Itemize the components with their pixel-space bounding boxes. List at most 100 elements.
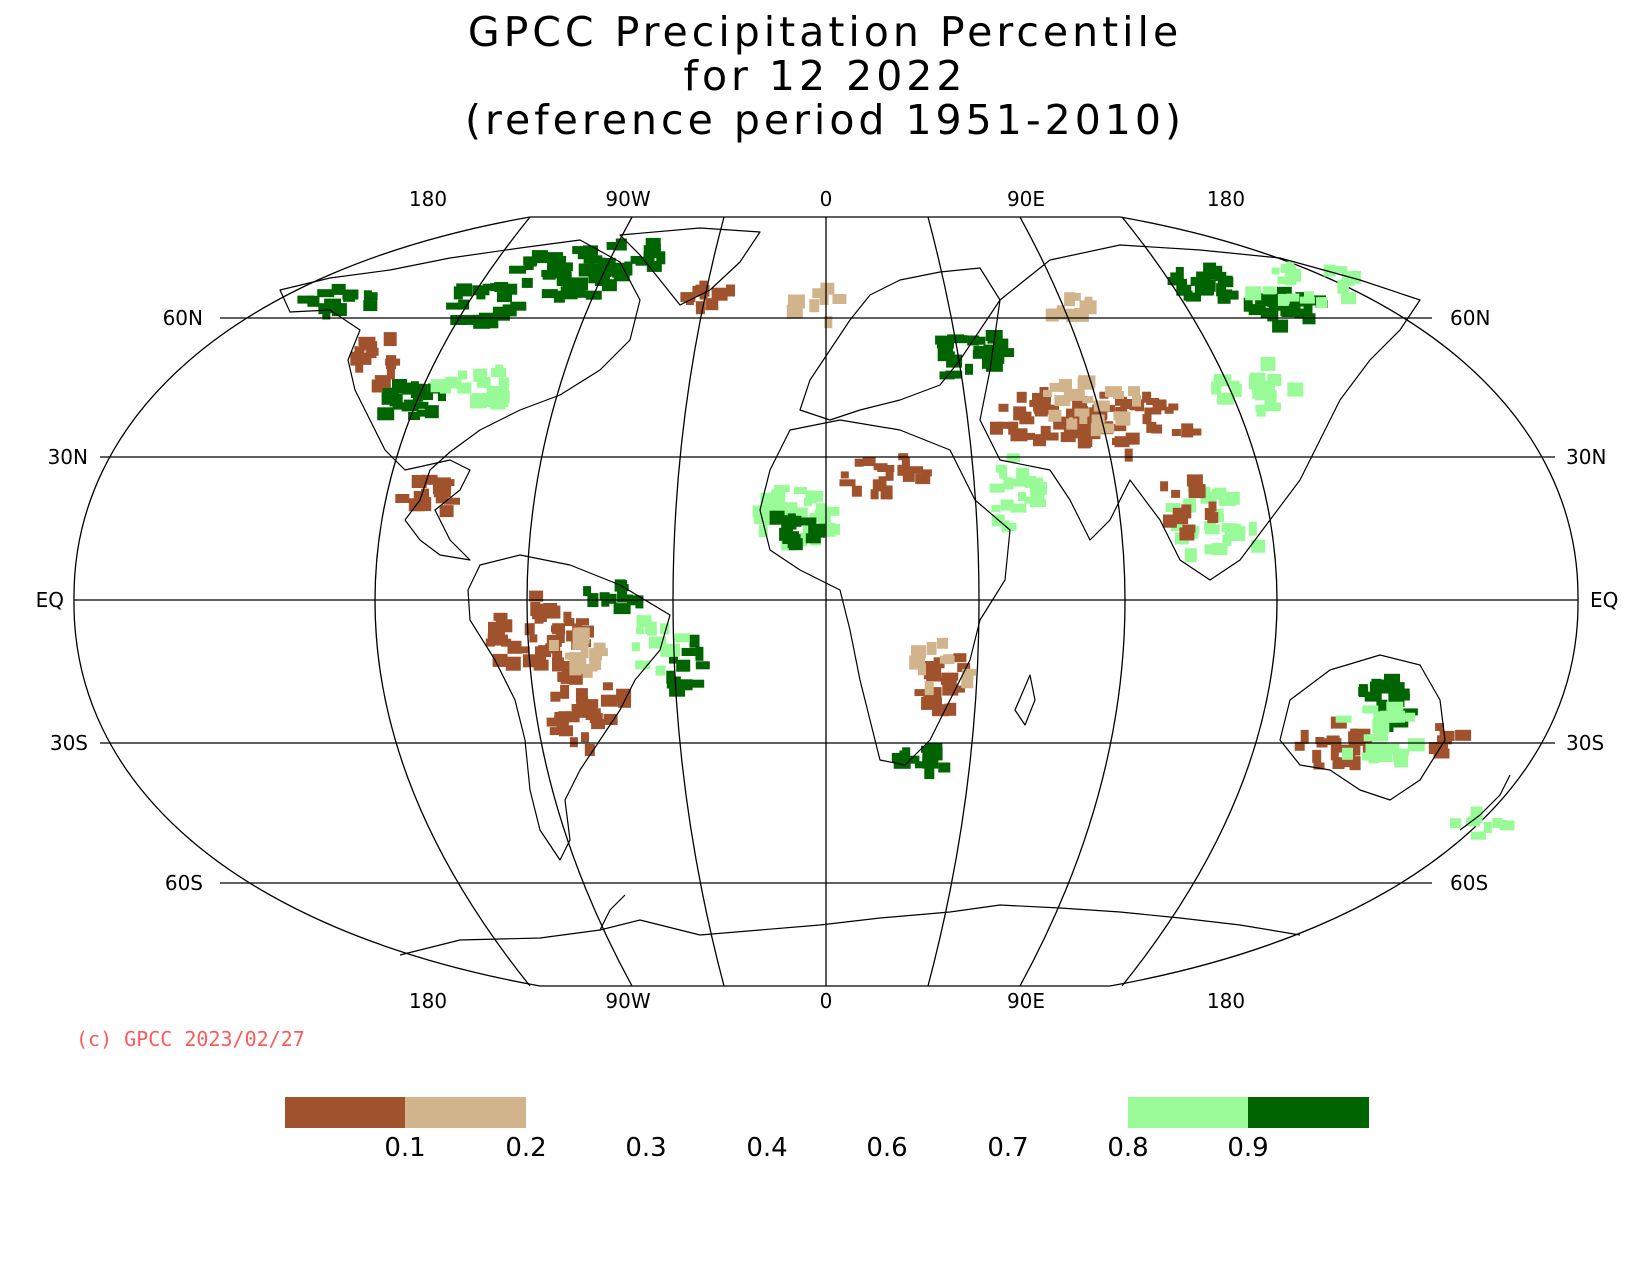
percentile-cell-very-dry — [840, 471, 849, 479]
percentile-cell-wet — [1016, 467, 1030, 479]
percentile-cell-very-dry — [705, 298, 719, 311]
percentile-cell-very-wet — [1170, 272, 1182, 286]
percentile-cell-wet — [655, 665, 666, 676]
percentile-cell-dry — [1073, 307, 1089, 322]
title-line-1: GPCC Precipitation Percentile — [468, 8, 1182, 56]
lat-label-left-eq: EQ — [36, 588, 64, 612]
percentile-cell-very-wet — [588, 273, 599, 284]
percentile-cell-very-wet — [993, 350, 1004, 362]
percentile-cell-wet — [1262, 286, 1276, 295]
percentile-cell-dry — [911, 645, 926, 659]
percentile-cell-dry — [961, 675, 974, 689]
percentile-cell-very-dry — [557, 671, 573, 682]
percentile-cell-very-dry — [1112, 438, 1129, 445]
lon-label-top-90e: 90E — [1007, 187, 1045, 211]
latitude-labels-left: 60N 30N EQ 30S 60S — [36, 306, 203, 895]
percentile-cell-dry — [1056, 305, 1065, 313]
percentile-cell-wet — [635, 660, 651, 670]
lon-label-bottom-90w: 90W — [605, 989, 650, 1013]
percentile-cell-very-dry — [940, 676, 950, 685]
percentile-cell-wet — [989, 483, 1005, 493]
percentile-cell-very-wet — [783, 515, 797, 528]
percentile-cell-very-wet — [325, 303, 343, 314]
percentile-cell-very-dry — [1181, 504, 1192, 519]
percentile-cell-wet — [1256, 404, 1266, 417]
percentile-cell-very-dry — [564, 618, 575, 627]
legend: 0.1 0.2 0.3 0.4 0.6 0.7 0.8 0.9 — [285, 1097, 1369, 1163]
percentile-cell-dry — [1079, 415, 1088, 424]
percentile-cell-very-dry — [550, 691, 561, 702]
percentile-cell-very-wet — [791, 515, 802, 527]
percentile-cell-wet — [1010, 503, 1027, 513]
percentile-cell-very-wet — [521, 277, 533, 288]
percentile-cell-very-wet — [1196, 271, 1211, 286]
percentile-cell-wet — [485, 395, 494, 407]
percentile-cell-very-dry — [498, 634, 508, 643]
percentile-cell-wet — [1407, 738, 1425, 752]
percentile-cell-very-dry — [1186, 428, 1202, 436]
percentile-cell-wet — [1372, 719, 1390, 733]
percentile-cell-wet — [1248, 521, 1257, 536]
percentile-cell-wet — [457, 382, 472, 394]
percentile-cell-very-dry — [1300, 729, 1309, 744]
percentile-cell-wet — [1012, 478, 1028, 487]
percentile-cell-very-dry — [1208, 501, 1217, 512]
lat-label-right-eq: EQ — [1590, 588, 1618, 612]
percentile-cell-very-dry — [1060, 432, 1076, 443]
percentile-cell-very-dry — [1040, 425, 1051, 437]
percentile-cell-very-dry — [1105, 404, 1115, 412]
percentile-cell-wet — [1265, 403, 1281, 412]
percentile-cell-very-wet — [331, 283, 346, 295]
percentile-cell-very-wet — [965, 363, 973, 375]
percentile-cell-very-dry — [870, 489, 879, 500]
percentile-cell-dry — [580, 664, 598, 672]
percentile-cell-wet — [1362, 705, 1379, 714]
percentile-cell-very-dry — [711, 287, 728, 301]
percentile-cell-very-dry — [926, 667, 942, 682]
percentile-cell-wet — [476, 376, 491, 388]
percentile-cell-very-dry — [549, 635, 560, 643]
percentile-cell-wet — [822, 506, 840, 516]
percentile-cell-wet — [430, 379, 446, 393]
legend-tick-0-8: 0.8 — [1107, 1133, 1148, 1163]
percentile-cell-dry — [1104, 386, 1122, 398]
percentile-cell-very-dry — [371, 379, 383, 393]
percentile-cell-dry — [1082, 396, 1094, 404]
percentile-cell-very-dry — [909, 466, 924, 474]
percentile-cell-very-wet — [681, 648, 698, 656]
percentile-cell-wet — [823, 523, 841, 535]
percentile-cell-very-dry — [411, 475, 427, 488]
percentile-cell-very-dry — [385, 358, 401, 366]
percentile-cell-wet — [1287, 382, 1304, 397]
percentile-cell-very-dry — [514, 646, 530, 654]
percentile-cell-very-wet — [317, 289, 335, 298]
percentile-cell-very-dry — [1066, 408, 1080, 418]
percentile-cell-wet — [487, 385, 502, 395]
percentile-cell-dry — [1097, 423, 1115, 434]
percentile-cell-very-dry — [555, 630, 565, 643]
percentile-cell-very-wet — [676, 659, 691, 672]
percentile-cell-very-dry — [1077, 436, 1091, 449]
percentile-cell-wet — [1449, 818, 1461, 829]
coast-madagascar — [1014, 674, 1036, 726]
lat-label-left-60s: 60S — [165, 871, 203, 895]
percentile-cell-wet — [1213, 374, 1222, 387]
percentile-cell-dry — [572, 630, 590, 644]
percentile-cell-wet — [1363, 734, 1380, 742]
percentile-cell-very-wet — [646, 260, 662, 272]
legend-box-0-8-to-0-9 — [1128, 1097, 1248, 1128]
percentile-cell-very-wet — [1364, 691, 1382, 702]
percentile-cell-wet — [1245, 286, 1262, 301]
percentile-cell-very-dry — [880, 485, 893, 500]
percentile-cell-very-wet — [1386, 719, 1401, 727]
percentile-cell-very-wet — [975, 336, 986, 345]
percentile-cell-very-dry — [563, 661, 573, 675]
legend-box-gt-0-9 — [1248, 1097, 1369, 1128]
map-frame — [73, 216, 1579, 987]
percentile-cell-dry — [598, 648, 608, 657]
percentile-cell-wet — [1006, 453, 1020, 463]
percentile-cell-very-dry — [877, 465, 895, 472]
percentile-cell-wet — [1204, 521, 1216, 531]
percentile-cell-wet — [672, 633, 690, 643]
